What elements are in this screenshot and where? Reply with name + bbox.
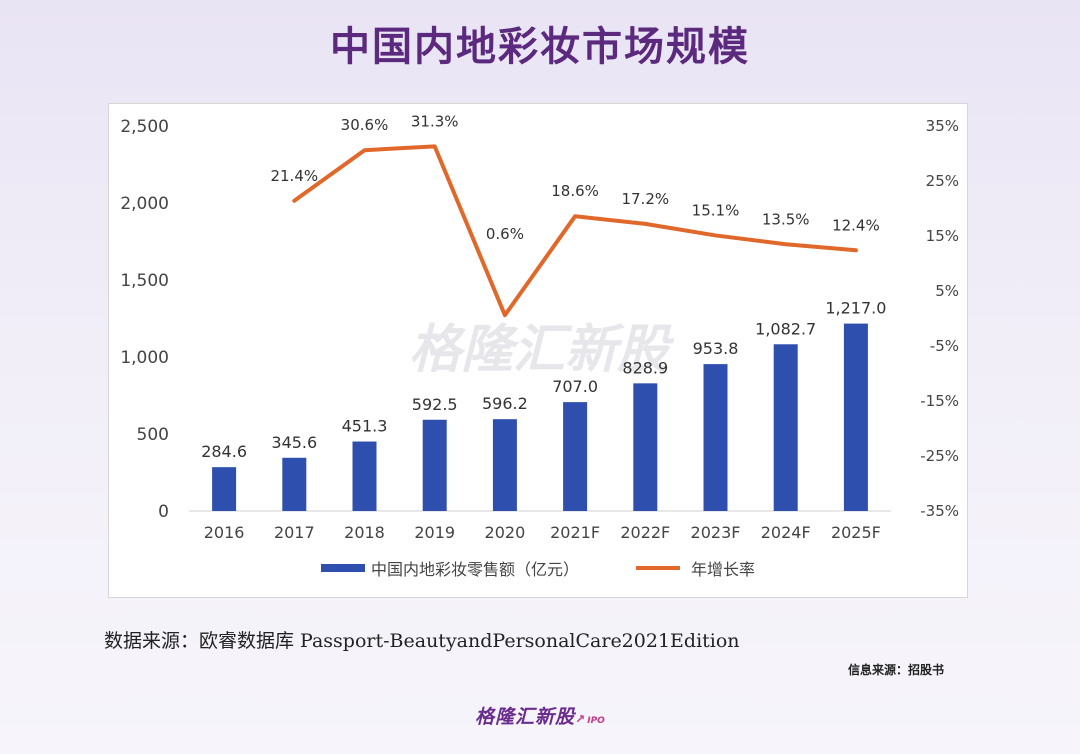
y-right-tick-label: -5% bbox=[930, 337, 959, 355]
source-note: 信息来源：招股书 bbox=[847, 663, 944, 677]
x-tick-label: 2019 bbox=[414, 523, 455, 542]
legend-swatch-line bbox=[636, 566, 680, 570]
x-tick-label: 2024F bbox=[761, 523, 811, 542]
x-tick-label: 2018 bbox=[344, 523, 385, 542]
growth-rate-label: 30.6% bbox=[341, 116, 389, 134]
bar-value-label: 953.8 bbox=[693, 339, 739, 358]
combo-chart: 格隆汇新股 0 500 1,000 1,500 2,000 2,500 -35% -25% -… bbox=[120, 112, 959, 579]
growth-rate-label: 13.5% bbox=[762, 210, 810, 228]
x-tick-label: 2023F bbox=[691, 523, 741, 542]
bar-2018 bbox=[352, 441, 377, 511]
growth-rate-label: 0.6% bbox=[486, 225, 524, 243]
footer-logo: 格隆汇新股↗ IPO bbox=[0, 702, 1080, 729]
y-left-tick-label: 500 bbox=[137, 425, 169, 445]
y-left-tick-label: 0 bbox=[158, 502, 169, 522]
chart-card: 格隆汇新股 0 500 1,000 1,500 2,000 2,500 -35% -25% -… bbox=[108, 103, 968, 598]
growth-rate-line bbox=[292, 144, 858, 318]
bar-value-label: 828.9 bbox=[622, 358, 668, 377]
legend-label-bar: 中国内地彩妆零售额（亿元） bbox=[371, 560, 579, 579]
arrow-icon: ↗ bbox=[575, 712, 586, 726]
page-title: 中国内地彩妆市场规模 bbox=[330, 23, 750, 70]
growth-rate-label: 21.4% bbox=[270, 167, 318, 185]
bar-value-label: 451.3 bbox=[342, 416, 388, 435]
bar-2022F bbox=[633, 383, 658, 511]
y-left-tick-label: 2,500 bbox=[120, 117, 169, 137]
watermark-text: 格隆汇新股 bbox=[409, 320, 675, 380]
bar-value-label: 1,217.0 bbox=[825, 299, 886, 318]
legend-swatch-bar bbox=[321, 564, 365, 572]
data-source: 数据来源：欧睿数据库 Passport-BeautyandPersonalCar… bbox=[104, 630, 740, 652]
y-left-tick-label: 1,000 bbox=[120, 348, 169, 368]
y-right-tick-label: -25% bbox=[920, 447, 959, 465]
bar-value-label: 284.6 bbox=[201, 442, 247, 461]
x-tick-label: 2021F bbox=[550, 523, 600, 542]
bar-value-label: 592.5 bbox=[412, 395, 458, 414]
y-right-tick-label: -35% bbox=[920, 502, 959, 520]
bar-value-label: 1,082.7 bbox=[755, 319, 816, 338]
growth-rate-label: 31.3% bbox=[411, 112, 459, 130]
growth-rate-label: 18.6% bbox=[551, 182, 599, 200]
bar-2017 bbox=[282, 457, 307, 511]
bar-value-label: 345.6 bbox=[271, 433, 317, 452]
x-tick-label: 2020 bbox=[485, 523, 526, 542]
y-right-tick-label: -15% bbox=[920, 392, 959, 410]
growth-rate-label: 12.4% bbox=[832, 216, 880, 234]
x-tick-label: 2017 bbox=[274, 523, 315, 542]
bar-2023F bbox=[703, 364, 728, 511]
bar-2024F bbox=[773, 344, 798, 511]
bar-value-label: 707.0 bbox=[552, 377, 598, 396]
y-right-tick-label: 5% bbox=[935, 282, 959, 300]
bar-2025F bbox=[843, 323, 868, 511]
y-left-tick-label: 2,000 bbox=[120, 194, 169, 214]
y-left-tick-label: 1,500 bbox=[120, 271, 169, 291]
x-tick-label: 2022F bbox=[620, 523, 670, 542]
bar-value-label: 596.2 bbox=[482, 394, 528, 413]
growth-rate-label: 15.1% bbox=[692, 201, 740, 219]
bar-2020 bbox=[492, 419, 517, 511]
y-right-tick-label: 15% bbox=[926, 227, 959, 245]
growth-rate-label: 17.2% bbox=[621, 190, 669, 208]
x-tick-label: 2016 bbox=[204, 523, 245, 542]
y-right-tick-label: 25% bbox=[926, 172, 959, 190]
bar-2021F bbox=[563, 402, 588, 511]
bar-2016 bbox=[212, 467, 237, 511]
y-right-tick-label: 35% bbox=[926, 117, 959, 135]
bar-2019 bbox=[422, 419, 447, 511]
legend-label-line: 年增长率 bbox=[691, 560, 755, 579]
footer-ipo: IPO bbox=[587, 716, 605, 726]
x-tick-label: 2025F bbox=[831, 523, 881, 542]
footer-brand: 格隆汇新股 bbox=[475, 706, 576, 728]
